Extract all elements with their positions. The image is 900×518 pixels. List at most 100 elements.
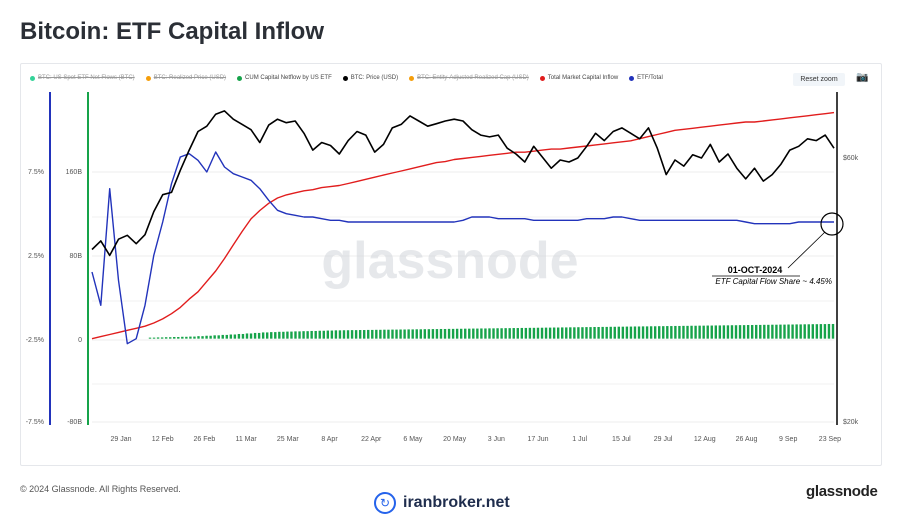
netflow-bar	[791, 324, 794, 339]
netflow-bar	[350, 330, 354, 339]
netflow-bar	[354, 330, 358, 339]
x-tick-label: 25 Mar	[277, 436, 299, 443]
netflow-bar	[253, 332, 257, 339]
netflow-bar	[742, 325, 746, 339]
y-tick-label-usd: -80B	[67, 419, 82, 426]
netflow-bar	[783, 324, 786, 339]
netflow-bar	[314, 330, 317, 339]
netflow-bar	[718, 325, 722, 339]
netflow-bar	[561, 327, 564, 339]
netflow-bar	[524, 327, 528, 339]
legend-item[interactable]: BTC: Realized Price (USD)	[145, 72, 226, 84]
netflow-bar	[431, 329, 435, 339]
netflow-bar	[625, 326, 629, 339]
legend-item[interactable]: CUM Capital Netflow by US ETF	[237, 72, 332, 84]
netflow-bar	[670, 326, 673, 339]
legend-label: CUM Capital Netflow by US ETF	[245, 75, 332, 81]
legend-marker	[237, 75, 243, 81]
netflow-bar	[698, 325, 701, 339]
netflow-bar	[205, 335, 208, 339]
reset-zoom-button[interactable]: Reset zoom	[793, 73, 845, 86]
netflow-bar	[375, 329, 378, 339]
netflow-bar	[472, 328, 475, 339]
etf-total-line	[91, 151, 834, 345]
legend-item[interactable]: Total Market Capital Inflow	[539, 72, 619, 84]
annotation-text: ETF Capital Flow Share ~ 4.45%	[715, 277, 832, 286]
x-tick-label: 22 Apr	[361, 436, 382, 443]
netflow-bar	[573, 327, 576, 339]
netflow-bar	[306, 331, 309, 339]
netflow-bar	[694, 325, 697, 339]
netflow-bar	[516, 328, 519, 339]
y-tick-label-usd: 0	[78, 337, 82, 344]
y-tick-label-usd: 160B	[66, 169, 83, 176]
netflow-bar	[181, 336, 184, 339]
y-tick-label-price: $60k	[843, 155, 859, 162]
netflow-bar	[455, 328, 459, 339]
netflow-bar	[447, 328, 451, 339]
netflow-bar	[504, 328, 507, 339]
netflow-bar	[383, 329, 386, 339]
netflow-bar	[750, 325, 754, 339]
x-tick-label: 9 Sep	[779, 436, 797, 443]
netflow-bar	[156, 337, 160, 339]
x-tick-label: 29 Jul	[654, 436, 673, 443]
netflow-bar	[633, 326, 637, 339]
netflow-bar	[767, 324, 770, 339]
legend-item[interactable]: ETF/Total	[629, 72, 663, 84]
netflow-bar	[827, 323, 831, 339]
netflow-bar	[379, 329, 382, 339]
page-title: Bitcoin: ETF Capital Inflow	[20, 18, 324, 45]
netflow-bar	[819, 324, 823, 339]
x-tick-label: 26 Feb	[194, 436, 216, 443]
netflow-bar	[407, 329, 410, 339]
netflow-bar	[565, 327, 568, 339]
btc-price-line	[91, 110, 835, 257]
netflow-bar	[152, 337, 156, 339]
netflow-bar	[601, 326, 604, 339]
netflow-bar	[249, 333, 253, 339]
netflow-bar	[734, 325, 738, 339]
legend-item[interactable]: BTC: Price (USD)	[342, 72, 398, 84]
netflow-bar	[241, 333, 245, 339]
y-tick-label-pct: -7.5%	[26, 419, 44, 426]
netflow-bar	[459, 328, 463, 339]
netflow-bar	[399, 329, 402, 339]
netflow-bar	[807, 324, 810, 339]
x-tick-label: 6 May	[403, 436, 423, 443]
camera-icon[interactable]: 📷	[856, 72, 869, 83]
netflow-bar	[710, 325, 713, 339]
netflow-bar	[480, 328, 483, 339]
netflow-bar	[221, 334, 224, 339]
netflow-bar	[496, 328, 499, 339]
legend-item[interactable]: BTC: Entity-Adjusted Realized Cap (USD)	[409, 72, 529, 84]
netflow-bar	[585, 327, 588, 339]
netflow-bar	[629, 326, 633, 339]
legend-label: BTC: Entity-Adjusted Realized Cap (USD)	[417, 75, 529, 81]
netflow-bar	[282, 331, 285, 339]
total-inflow-line	[91, 111, 835, 340]
netflow-bar	[451, 328, 455, 339]
netflow-bar	[532, 327, 536, 339]
netflow-bar	[387, 329, 390, 339]
netflow-bar	[346, 330, 350, 339]
netflow-bar	[367, 329, 370, 339]
chart-panel	[20, 63, 882, 466]
netflow-bar	[443, 328, 447, 339]
netflow-bar	[779, 324, 782, 339]
netflow-bar	[662, 326, 665, 339]
netflow-bar	[556, 327, 560, 339]
netflow-bar	[358, 330, 362, 339]
netflow-bar	[775, 324, 778, 339]
netflow-bar	[148, 337, 152, 339]
legend-label: Total Market Capital Inflow	[547, 75, 619, 81]
brand-logo: glassnode	[806, 483, 878, 500]
netflow-bar	[738, 325, 742, 339]
netflow-bar	[427, 329, 431, 339]
x-tick-label: 29 Jan	[110, 436, 131, 443]
y-tick-label-usd: 80B	[70, 253, 83, 260]
netflow-bar	[605, 326, 608, 339]
legend-item[interactable]: BTC: US Spot ETF Net Flows (BTC)	[30, 72, 135, 84]
netflow-bar	[298, 331, 301, 339]
netflow-bar	[419, 329, 422, 339]
